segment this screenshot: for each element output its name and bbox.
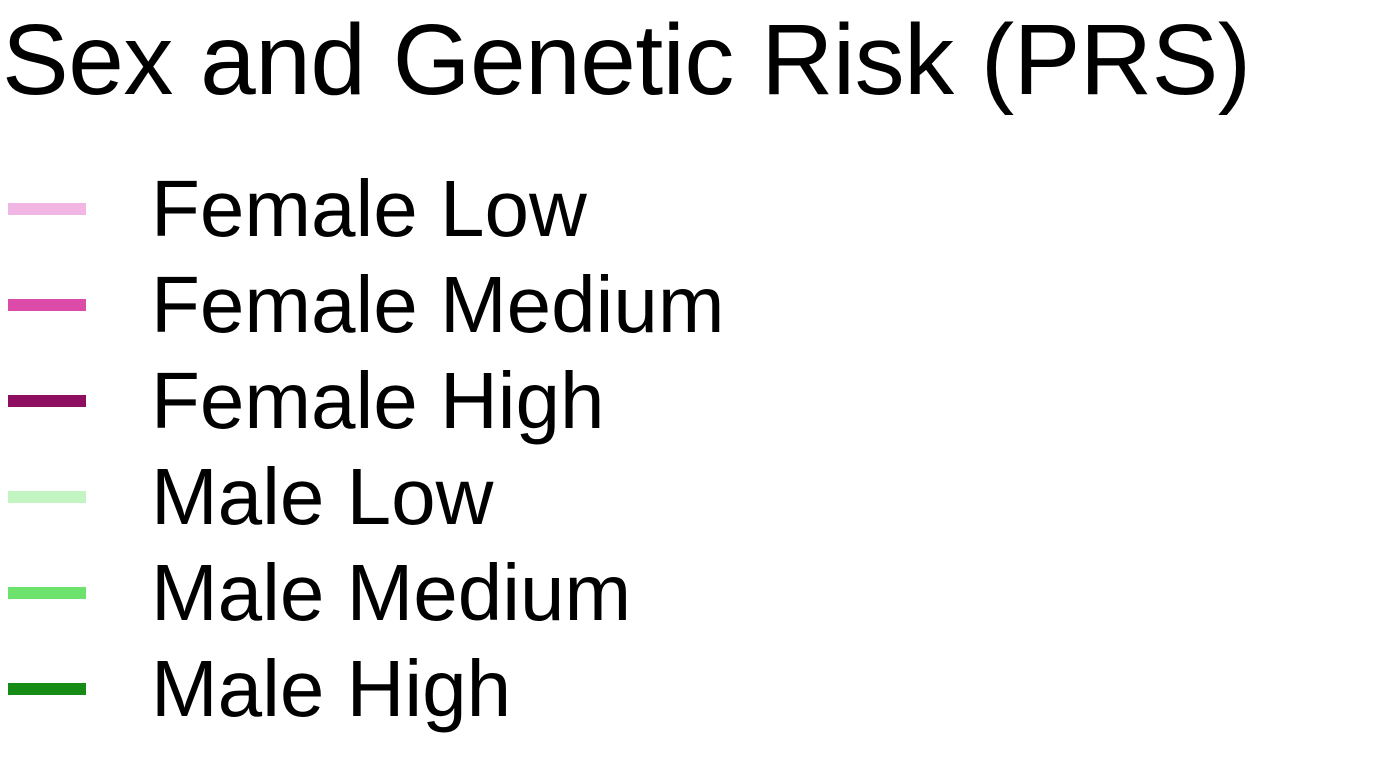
legend-item: Female Medium xyxy=(0,257,1399,353)
legend-item: Male Medium xyxy=(0,545,1399,641)
legend-line-swatch xyxy=(8,587,86,599)
legend-label: Female Low xyxy=(151,164,587,253)
legend-item: Male High xyxy=(0,641,1399,737)
legend-item: Female Low xyxy=(0,161,1399,257)
legend-line-swatch xyxy=(8,491,86,503)
legend-line-swatch xyxy=(8,683,86,695)
legend-line-swatch xyxy=(8,203,86,215)
legend-label: Male Low xyxy=(151,452,494,541)
legend-label: Male Medium xyxy=(151,548,632,637)
legend-item: Female High xyxy=(0,353,1399,449)
legend-list: Female Low Female Medium Female High Male L… xyxy=(0,161,1399,737)
legend-label: Female High xyxy=(151,356,605,445)
legend-label: Male High xyxy=(151,644,512,733)
legend-title: Sex and Genetic Risk (PRS) xyxy=(2,4,1251,116)
legend-line-swatch xyxy=(8,395,86,407)
legend-label: Female Medium xyxy=(151,260,725,349)
legend-item: Male Low xyxy=(0,449,1399,545)
legend-line-swatch xyxy=(8,299,86,311)
